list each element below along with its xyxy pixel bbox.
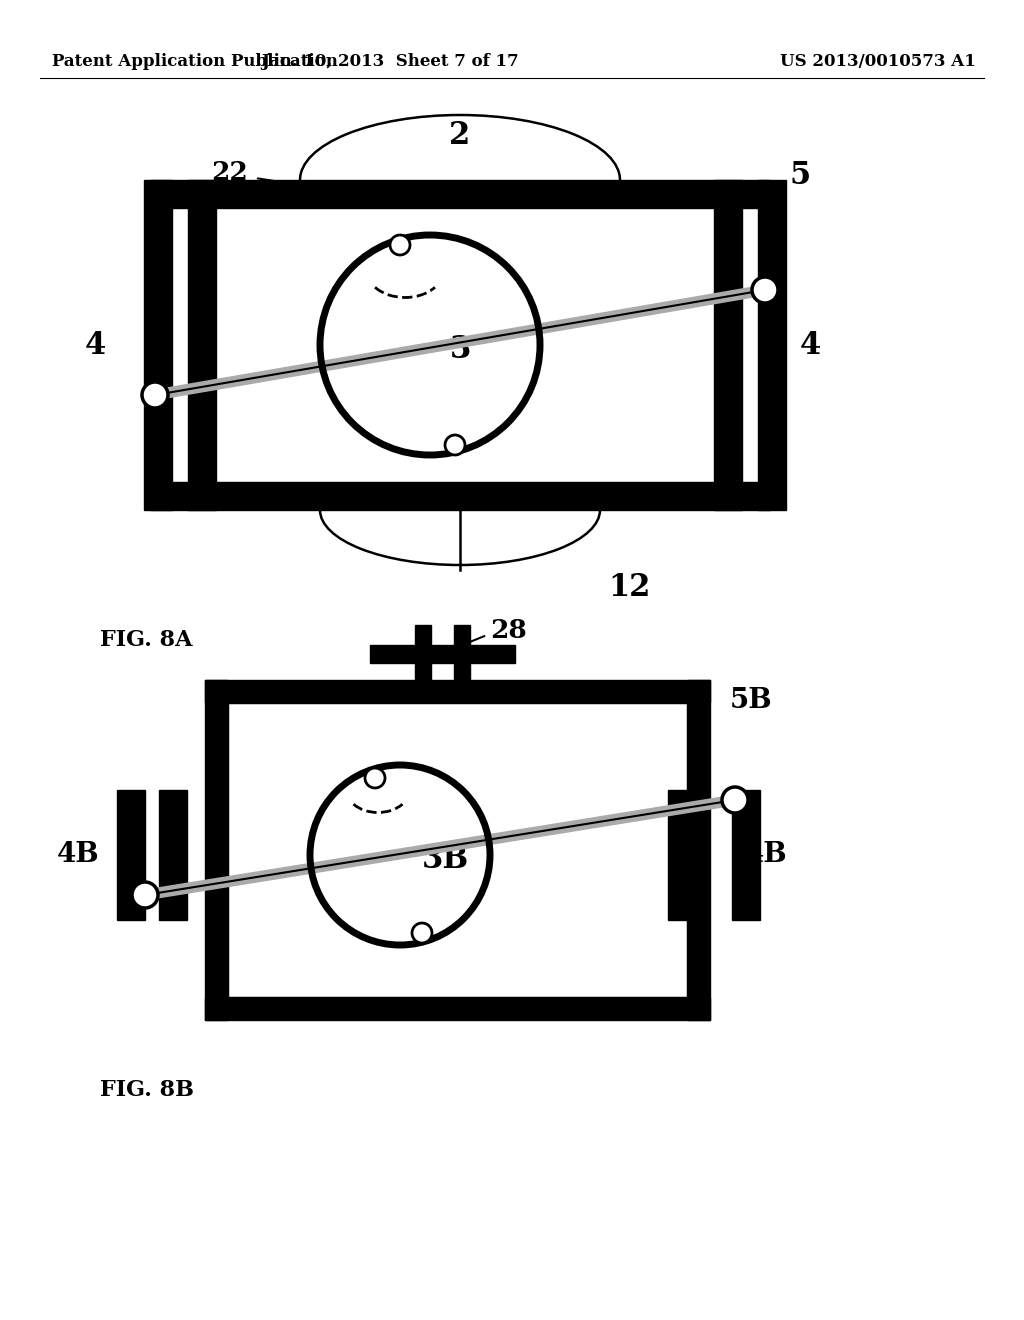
Bar	[205, 680, 710, 702]
Text: 4B: 4B	[745, 842, 787, 869]
Bar	[415, 624, 431, 680]
Bar	[150, 180, 770, 209]
Bar	[227, 702, 688, 998]
Bar	[205, 998, 710, 1020]
Circle shape	[390, 235, 410, 255]
Text: 4: 4	[84, 330, 105, 360]
Bar	[159, 789, 187, 920]
Bar	[758, 180, 786, 510]
Text: FIG. 8A: FIG. 8A	[100, 630, 193, 651]
Text: 3: 3	[450, 334, 471, 366]
Circle shape	[132, 882, 158, 908]
Circle shape	[412, 923, 432, 942]
Bar	[688, 680, 710, 1020]
Bar	[732, 789, 760, 920]
Text: 2: 2	[450, 120, 471, 150]
Bar	[714, 180, 742, 510]
Bar	[150, 482, 770, 510]
Circle shape	[142, 381, 168, 408]
Text: 28: 28	[490, 618, 526, 643]
Text: 4: 4	[800, 330, 820, 360]
Text: 22: 22	[212, 160, 249, 185]
Text: 12: 12	[609, 573, 651, 603]
Circle shape	[722, 787, 748, 813]
Text: Patent Application Publication: Patent Application Publication	[52, 54, 338, 70]
Text: 3B: 3B	[422, 845, 469, 875]
Circle shape	[445, 436, 465, 455]
Bar	[668, 789, 696, 920]
Bar	[454, 624, 470, 680]
Bar	[205, 680, 227, 1020]
Circle shape	[752, 277, 778, 304]
Text: US 2013/0010573 A1: US 2013/0010573 A1	[780, 54, 976, 70]
Circle shape	[365, 768, 385, 788]
Bar	[370, 645, 515, 663]
Text: FIG. 8B: FIG. 8B	[100, 1078, 194, 1101]
Bar	[188, 180, 216, 510]
Bar	[144, 180, 172, 510]
Text: Jan. 10, 2013  Sheet 7 of 17: Jan. 10, 2013 Sheet 7 of 17	[261, 54, 519, 70]
Text: 5B: 5B	[730, 686, 773, 714]
Text: 5: 5	[790, 160, 811, 190]
Text: 4B: 4B	[57, 842, 100, 869]
Bar	[117, 789, 145, 920]
